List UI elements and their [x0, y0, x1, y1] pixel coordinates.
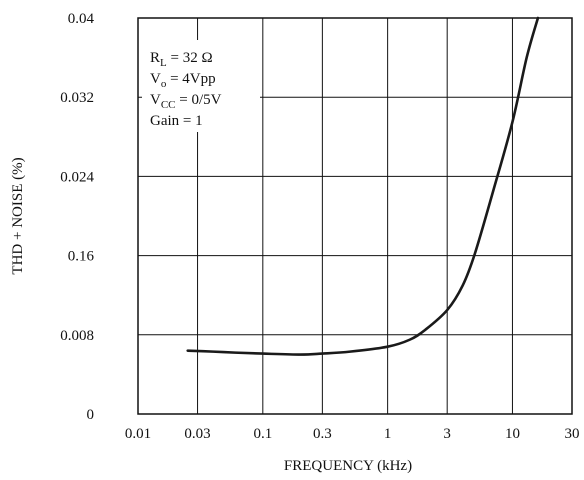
y-tick-label: 0.032 [60, 90, 94, 106]
condition-vo: Vo = 4Vpp [150, 71, 216, 90]
y-tick-label: 0.024 [60, 169, 94, 185]
y-tick-label: 0.008 [60, 328, 94, 344]
x-tick-label: 30 [565, 426, 580, 442]
conditions-box: RL = 32 Ω Vo = 4Vpp VCC = 0/5V Gain = 1 [142, 40, 260, 132]
x-tick-label: 3 [443, 426, 451, 442]
x-tick-labels: 0.01 0.03 0.1 0.3 1 3 10 30 [125, 426, 580, 442]
x-tick-label: 1 [384, 426, 392, 442]
y-tick-label: 0.16 [68, 249, 95, 265]
x-axis-label: FREQUENCY (kHz) [284, 458, 412, 474]
thd-noise-curve [186, 16, 540, 356]
x-tick-label: 10 [505, 426, 520, 442]
y-tick-label: 0.04 [68, 11, 95, 27]
y-axis-label: THD + NOISE (%) [10, 157, 26, 274]
x-tick-label: 0.3 [313, 426, 332, 442]
x-tick-label: 0.1 [253, 426, 272, 442]
series [186, 16, 540, 356]
plot-frame [137, 17, 573, 415]
y-tick-label: 0 [87, 407, 95, 423]
x-tick-label: 0.01 [125, 426, 151, 442]
condition-rl: RL = 32 Ω [150, 50, 213, 69]
condition-vcc: VCC = 0/5V [150, 92, 222, 111]
condition-gain: Gain = 1 [150, 113, 203, 129]
conditions-box-background [142, 40, 260, 132]
y-tick-labels: 0 0.008 0.16 0.024 0.032 0.04 [60, 11, 94, 423]
x-tick-label: 0.03 [184, 426, 210, 442]
